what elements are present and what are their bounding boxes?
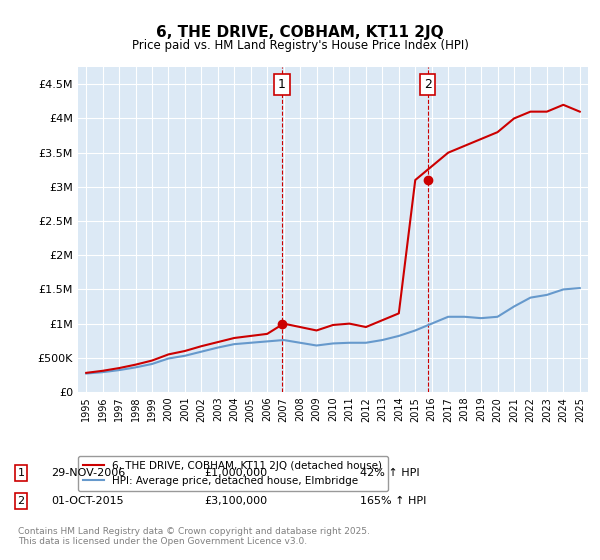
Text: 2: 2 (424, 78, 431, 91)
Legend: 6, THE DRIVE, COBHAM, KT11 2JQ (detached house), HPI: Average price, detached ho: 6, THE DRIVE, COBHAM, KT11 2JQ (detached… (78, 456, 388, 491)
Text: 01-OCT-2015: 01-OCT-2015 (51, 496, 124, 506)
Text: 6, THE DRIVE, COBHAM, KT11 2JQ: 6, THE DRIVE, COBHAM, KT11 2JQ (156, 25, 444, 40)
Text: 1: 1 (278, 78, 286, 91)
Text: 29-NOV-2006: 29-NOV-2006 (51, 468, 125, 478)
Text: Price paid vs. HM Land Registry's House Price Index (HPI): Price paid vs. HM Land Registry's House … (131, 39, 469, 52)
Text: 2: 2 (17, 496, 25, 506)
Text: 1: 1 (17, 468, 25, 478)
Text: 165% ↑ HPI: 165% ↑ HPI (360, 496, 427, 506)
Text: Contains HM Land Registry data © Crown copyright and database right 2025.
This d: Contains HM Land Registry data © Crown c… (18, 526, 370, 546)
Text: £3,100,000: £3,100,000 (204, 496, 267, 506)
Text: 42% ↑ HPI: 42% ↑ HPI (360, 468, 419, 478)
Text: £1,000,000: £1,000,000 (204, 468, 267, 478)
